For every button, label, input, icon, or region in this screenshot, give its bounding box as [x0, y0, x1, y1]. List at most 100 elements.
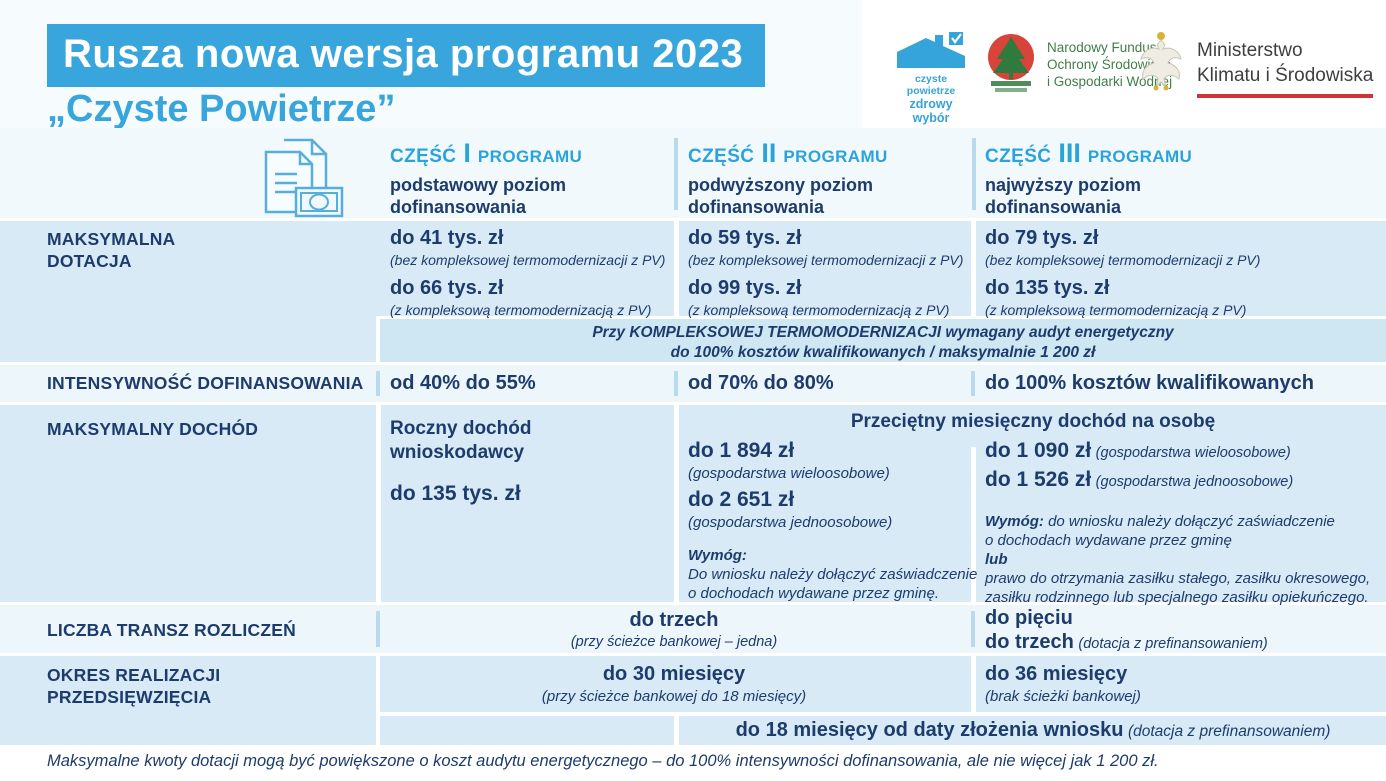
income-amount: do 1 526 zł	[985, 468, 1092, 491]
cell-gap	[376, 405, 381, 602]
footer-note: Maksymalne kwoty dotacji mogą być powięk…	[47, 752, 1159, 770]
tranche-value: do trzech	[629, 609, 719, 631]
income-note: (gospodarstwa jednoosobowe)	[688, 514, 893, 531]
column-header-part3: CZĘŚĆ III PROGRAMU najwyższy poziom dofi…	[985, 138, 1380, 218]
part3-sub2: dofinansowania	[985, 197, 1122, 217]
tranche-value: do trzech	[985, 631, 1074, 653]
dochod-cell-1: Roczny dochód wnioskodawcy do 135 tys. z…	[390, 417, 665, 507]
requirement-text: Do wniosku należy dołączyć zaświadczenie	[688, 566, 978, 583]
grant-amount: do 79 tys. zł	[985, 227, 1099, 249]
row-intensywnosc-band	[0, 365, 1386, 402]
income-note: (gospodarstwa wieloosobowe)	[688, 465, 890, 482]
income-amount: do 135 tys. zł	[390, 482, 521, 505]
okres-cell-3: do 36 miesięcy (brak ścieżki bankowej)	[985, 662, 1380, 706]
part-program: PROGRAMU	[1087, 147, 1193, 166]
audit-note-band	[380, 319, 1386, 362]
logo-ministry: Ministerstwo Klimatu i Środowiska	[1137, 30, 1374, 98]
logo-nf-line3: i Gospodarki Wodnej	[1047, 73, 1173, 89]
income-span-header: Przeciętny miesięczny dochód na osobę	[850, 411, 1216, 432]
period-note: (brak ścieżki bankowej)	[985, 688, 1141, 705]
grant-note: (z kompleksową termomodernizacją z PV)	[985, 302, 1247, 318]
grant-note: (bez kompleksowej termomodernizacji z PV…	[688, 252, 964, 268]
grant-note: (bez kompleksowej termomodernizacji z PV…	[985, 252, 1261, 268]
grant-amount: do 41 tys. zł	[390, 227, 504, 249]
part-word: CZĘŚĆ	[390, 146, 457, 167]
grant-note: (bez kompleksowej termomodernizacji z PV…	[390, 252, 666, 268]
row-okres-labelcell	[0, 656, 376, 745]
part-program: PROGRAMU	[477, 147, 583, 166]
income-note: (gospodarstwa jednoosobowe)	[1095, 474, 1294, 490]
house-icon	[897, 32, 965, 68]
logo-cp-line1: czyste powietrze	[906, 73, 956, 97]
row-okres-bottom-band	[380, 716, 1386, 745]
cell-divider	[971, 611, 975, 647]
ministry-red-underline	[1197, 94, 1374, 98]
cell-divider	[376, 371, 380, 396]
part2-sub2: dofinansowania	[688, 197, 825, 217]
part2-sub1: podwyższony poziom	[688, 175, 874, 195]
dotacja-cell-3: do 79 tys. zł (bez kompleksowej termomod…	[985, 226, 1380, 319]
row-label-okres: OKRES REALIZACJI PRZEDSIĘWZIĘCIA	[47, 665, 221, 707]
requirement-text: o dochodach wydawane przez gminę.	[688, 585, 939, 602]
part-numeral: III	[1058, 138, 1081, 168]
cell-gap	[674, 716, 679, 745]
logo-min-line1: Ministerstwo	[1197, 40, 1303, 61]
tranche-value: do pięciu	[985, 607, 1073, 629]
cell-gap	[674, 221, 679, 316]
logo-min-line2: Klimatu i Środowiska	[1197, 65, 1374, 86]
grant-amount: do 59 tys. zł	[688, 227, 802, 249]
grant-amount: do 66 tys. zł	[390, 277, 504, 299]
requirement-text: prawo do otrzymania zasiłku stałego, zas…	[985, 570, 1371, 587]
period-note: (dotacja z prefinansowaniem)	[1127, 723, 1331, 740]
part-word: CZĘŚĆ	[688, 146, 755, 167]
requirement-title: Wymóg:	[985, 513, 1044, 530]
period-note: (przy ścieżce bankowej do 18 miesięcy)	[541, 688, 807, 705]
requirement-title: Wymóg:	[688, 547, 747, 564]
column-header-part2: CZĘŚĆ II PROGRAMU podwyższony poziom dof…	[688, 138, 963, 218]
requirement-or: lub	[985, 551, 1008, 568]
tranche-note: (przy ścieżce bankowej – jedna)	[570, 634, 778, 650]
dochod-cell-3: do 1 090 zł (gospodarstwa wieloosobowe) …	[985, 438, 1380, 607]
logo-nfosigw: Narodowy Fundusz Ochrony Środowiska i Go…	[983, 33, 1172, 95]
logo-nf-line2: Ochrony Środowiska	[1047, 56, 1172, 72]
cell-divider	[376, 611, 380, 647]
grant-amount: do 99 tys. zł	[688, 277, 802, 299]
requirement-text: do wniosku należy dołączyć zaświadczenie	[1048, 513, 1335, 530]
documents-money-icon	[264, 138, 344, 218]
period-value: do 30 miesięcy	[602, 663, 746, 685]
row-transze-band	[0, 605, 1386, 653]
part1-sub1: podstawowy poziom	[390, 175, 567, 195]
part1-sub2: dofinansowania	[390, 197, 527, 217]
transze-cell-3: do pięciu do trzech (dotacja z prefinans…	[985, 607, 1380, 656]
requirement-text: o dochodach wydawane przez gminę	[985, 532, 1232, 549]
transze-span-cell: do trzech (przy ścieżce bankowej – jedna…	[380, 608, 968, 651]
row-label-transze: LICZBA TRANSZ ROZLICZEŃ	[47, 620, 296, 640]
column-header-part1: CZĘŚĆ I PROGRAMU podstawowy poziom dofin…	[390, 138, 665, 218]
cell-gap	[971, 447, 976, 602]
okres-span-cell: do 30 miesięcy (przy ścieżce bankowej do…	[380, 662, 968, 706]
audit-requirement-note: Przy KOMPLEKSOWEJ TERMOMODERNIZACJI wyma…	[592, 324, 1174, 361]
page-title: Rusza nowa wersja programu 2023	[47, 24, 766, 87]
income-note: (gospodarstwa wieloosobowe)	[1095, 445, 1291, 461]
requirement-text: zasiłku rodzinnego lub specjalnego zasił…	[985, 589, 1369, 606]
part-numeral: I	[463, 138, 471, 168]
logo-czyste-powietrze: czyste powietrze zdrowy wybór	[891, 32, 971, 125]
row-okres-top-band	[380, 656, 1386, 712]
cell-divider	[674, 371, 678, 396]
cell-gap	[971, 656, 976, 712]
okres-bottom-cell: do 18 miesięcy od daty złożenia wniosku …	[680, 716, 1386, 746]
row-label-intensywnosc: INTENSYWNOŚĆ DOFINANSOWANIA	[47, 373, 364, 393]
grant-note: (z kompleksową termomodernizacją z PV)	[688, 302, 950, 318]
dochod-cell-2: do 1 894 zł (gospodarstwa wieloosobowe) …	[688, 438, 978, 603]
row-dotacja-labelcell	[0, 221, 376, 362]
column-divider	[674, 138, 678, 210]
dotacja-cell-1: do 41 tys. zł (bez kompleksowej termomod…	[390, 226, 665, 319]
tranche-note: (dotacja z prefinansowaniem)	[1078, 636, 1268, 652]
cell-divider	[971, 371, 975, 396]
row-dochod-band	[0, 405, 1386, 602]
cell-gap	[674, 405, 679, 602]
page-subtitle: „Czyste Powietrze”	[47, 88, 396, 130]
part1-title: CZĘŚĆ I PROGRAMU	[390, 138, 665, 169]
row-label-dochod: MAKSYMALNY DOCHÓD	[47, 419, 259, 439]
